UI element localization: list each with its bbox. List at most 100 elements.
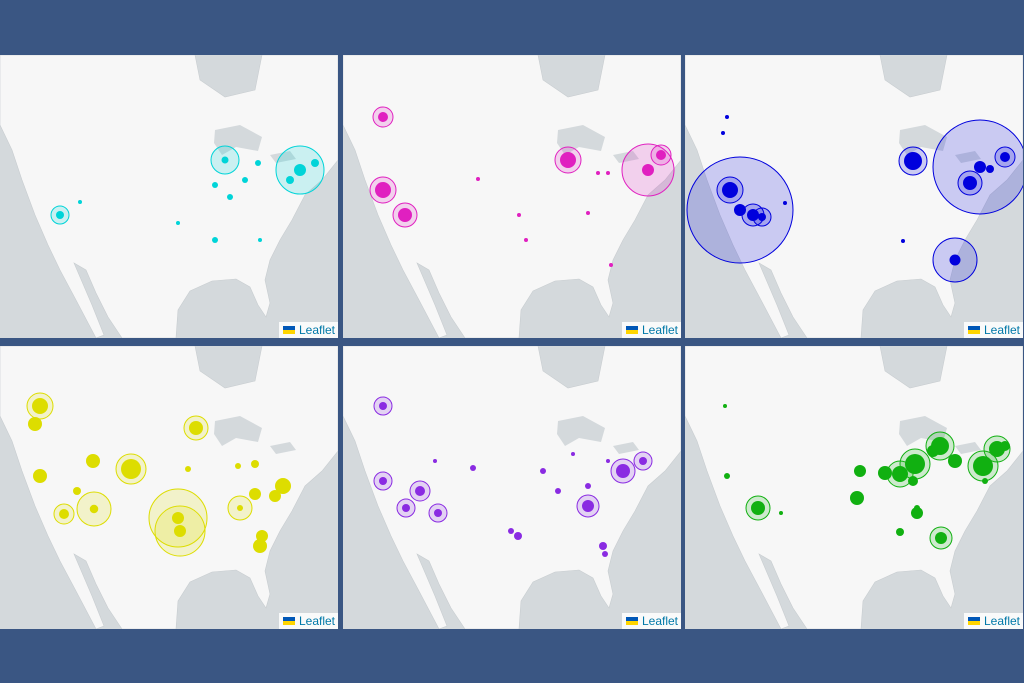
marker <box>582 500 594 512</box>
marker <box>434 509 442 517</box>
flag-icon <box>625 617 638 625</box>
marker <box>517 213 521 217</box>
lakes <box>557 125 639 163</box>
map-layer <box>685 55 1023 338</box>
marker <box>725 115 729 119</box>
attribution[interactable]: Leaflet <box>621 613 681 629</box>
marker <box>237 505 243 511</box>
attribution-link[interactable]: Leaflet <box>641 323 678 337</box>
lakes <box>899 416 981 454</box>
marker <box>415 486 425 496</box>
map-panel[interactable]: Leaflet <box>343 346 681 629</box>
lakes <box>557 416 639 454</box>
marker <box>398 208 412 222</box>
marker <box>586 211 590 215</box>
marker <box>904 152 922 170</box>
marker <box>253 539 267 553</box>
marker <box>514 532 522 540</box>
land <box>0 346 338 629</box>
marker <box>86 454 100 468</box>
map-panel[interactable]: Leaflet <box>0 55 338 338</box>
marker <box>189 421 203 435</box>
marker <box>606 171 610 175</box>
marker <box>783 201 787 205</box>
marker <box>850 491 864 505</box>
marker <box>476 177 480 181</box>
flag-icon <box>282 326 295 334</box>
marker <box>609 263 613 267</box>
marker <box>311 159 319 167</box>
marker <box>89 504 99 514</box>
marker <box>606 459 610 463</box>
marker <box>639 457 647 465</box>
marker <box>931 437 949 455</box>
marker <box>227 194 233 200</box>
marker <box>758 213 766 221</box>
attribution-link[interactable]: Leaflet <box>298 614 335 628</box>
marker <box>560 152 576 168</box>
attribution-link[interactable]: Leaflet <box>983 614 1020 628</box>
marker <box>1000 441 1010 451</box>
marker <box>734 204 746 216</box>
marker <box>255 160 261 166</box>
flag-icon <box>282 617 295 625</box>
marker <box>599 542 607 550</box>
marker <box>375 182 391 198</box>
marker <box>28 417 42 431</box>
map-panel[interactable]: Leaflet <box>685 55 1023 338</box>
marker <box>378 112 388 122</box>
attribution[interactable]: Leaflet <box>963 322 1023 338</box>
marker <box>524 238 528 242</box>
marker <box>121 459 141 479</box>
attribution[interactable]: Leaflet <box>963 613 1023 629</box>
marker <box>724 473 730 479</box>
flag-icon <box>967 617 980 625</box>
flag-icon <box>967 326 980 334</box>
attribution[interactable]: Leaflet <box>278 613 338 629</box>
map-panel[interactable]: Leaflet <box>343 55 681 338</box>
marker <box>379 402 387 410</box>
marker <box>1000 152 1010 162</box>
map-layer <box>685 346 1023 629</box>
lakes <box>214 416 296 454</box>
marker <box>174 525 186 537</box>
marker <box>235 463 241 469</box>
marker <box>914 505 920 511</box>
map-panel[interactable]: Leaflet <box>685 346 1023 629</box>
marker <box>723 404 727 408</box>
marker <box>571 452 575 456</box>
marker <box>892 466 908 482</box>
marker <box>721 131 725 135</box>
flag-icon <box>625 326 638 334</box>
marker <box>901 239 905 243</box>
attribution-link[interactable]: Leaflet <box>298 323 335 337</box>
attribution[interactable]: Leaflet <box>621 322 681 338</box>
marker <box>602 551 608 557</box>
lakes <box>214 125 296 163</box>
marker <box>221 156 229 164</box>
marker <box>275 478 291 494</box>
marker <box>540 468 546 474</box>
marker <box>585 483 591 489</box>
map-panel[interactable]: Leaflet <box>0 346 338 629</box>
marker <box>59 509 69 519</box>
marker <box>258 238 262 242</box>
marker <box>294 164 306 176</box>
land <box>343 346 681 629</box>
marker <box>905 454 925 474</box>
attribution-link[interactable]: Leaflet <box>641 614 678 628</box>
marker <box>73 487 81 495</box>
marker <box>616 464 630 478</box>
marker <box>642 164 654 176</box>
marker <box>33 469 47 483</box>
marker <box>269 490 281 502</box>
map-layer <box>343 346 681 629</box>
marker <box>32 398 48 414</box>
attribution-link[interactable]: Leaflet <box>983 323 1020 337</box>
marker <box>242 177 248 183</box>
marker <box>656 150 666 160</box>
attribution[interactable]: Leaflet <box>278 322 338 338</box>
marker <box>286 176 294 184</box>
marker <box>911 507 923 519</box>
